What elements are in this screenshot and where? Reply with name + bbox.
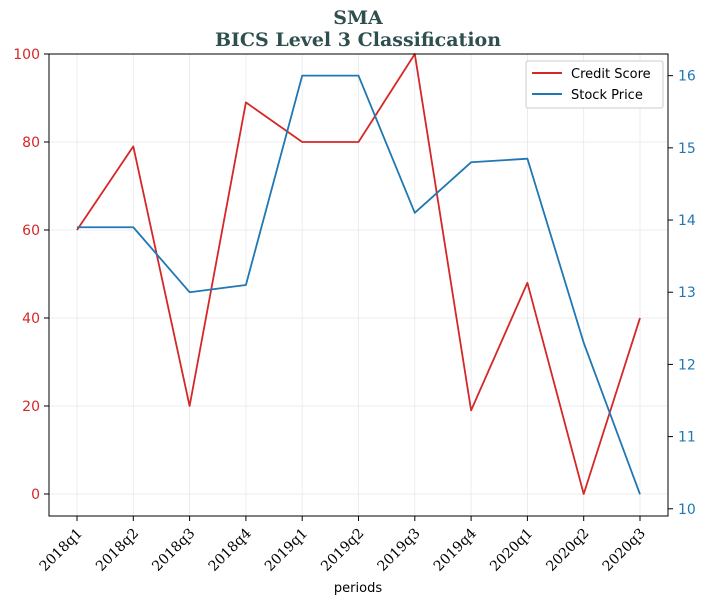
x-tick-label: 2018q3 — [149, 526, 198, 575]
right-tick-label: 12 — [678, 357, 696, 373]
left-tick-label: 40 — [22, 311, 40, 327]
x-tick-label: 2020q1 — [487, 526, 536, 575]
x-tick-label: 2018q4 — [206, 525, 255, 574]
legend: Credit Score Stock Price — [525, 60, 664, 109]
left-tick-label: 100 — [13, 47, 40, 63]
left-tick-label: 80 — [22, 135, 40, 151]
right-tick-label: 11 — [678, 430, 696, 446]
x-tick-label: 2019q4 — [431, 525, 480, 574]
x-tick-label: 2020q2 — [543, 526, 592, 575]
x-tick-label: 2019q1 — [262, 526, 311, 575]
legend-label-stock-price: Stock Price — [571, 88, 643, 103]
x-tick-label: 2020q3 — [600, 526, 649, 575]
right-tick-label: 10 — [678, 502, 696, 518]
x-axis-label: periods — [334, 581, 382, 596]
x-tick-label: 2018q2 — [93, 526, 142, 575]
left-tick-label: 60 — [22, 223, 40, 239]
series-line-stock-price — [77, 74, 641, 495]
right-tick-label: 15 — [678, 141, 696, 157]
x-tick-label: 2019q3 — [374, 526, 423, 575]
right-tick-label: 13 — [678, 285, 696, 301]
left-tick-label: 0 — [31, 487, 40, 503]
right-tick-label: 14 — [678, 213, 696, 229]
right-tick-label: 16 — [678, 69, 696, 85]
chart-title: SMA — [333, 7, 383, 29]
left-tick-label: 20 — [22, 399, 40, 415]
x-tick-label: 2019q2 — [318, 526, 367, 575]
series-lines — [76, 53, 641, 495]
grid — [49, 53, 668, 516]
legend-label-credit-score: Credit Score — [571, 67, 651, 82]
chart-subtitle: BICS Level 3 Classification — [215, 29, 501, 51]
x-tick-label: 2018q1 — [37, 526, 86, 575]
series-line-credit-score — [76, 53, 641, 495]
